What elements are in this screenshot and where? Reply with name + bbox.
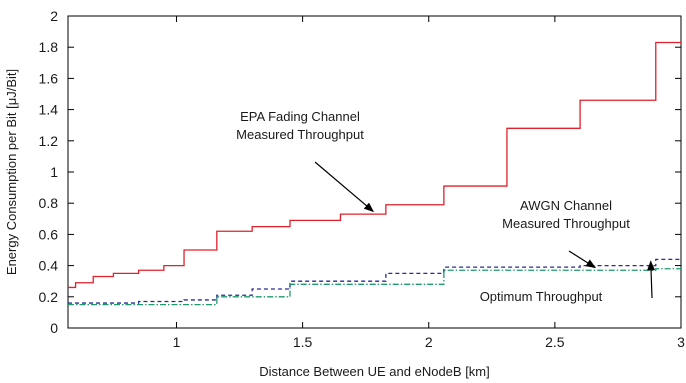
x-tick-label: 3 — [677, 334, 685, 350]
y-tick-label: 2 — [50, 8, 58, 24]
annotation-text: Measured Throughput — [502, 216, 630, 231]
y-axis-label: Energy Consumption per Bit [μJ/Bit] — [4, 69, 19, 275]
y-tick-label: 0.6 — [39, 226, 59, 242]
series-line-3 — [68, 268, 681, 306]
y-tick-label: 1 — [50, 164, 58, 180]
series-line-2 — [68, 258, 681, 304]
y-tick-label: 0 — [50, 320, 58, 336]
annotation-arrow — [568, 250, 597, 269]
x-tick-label: 1 — [173, 334, 181, 350]
y-tick-label: 1.2 — [39, 133, 59, 149]
annotation-text: AWGN Channel — [520, 198, 612, 213]
series-line-1 — [68, 41, 681, 289]
series-layer — [68, 41, 681, 306]
x-tick-label: 1.5 — [293, 334, 313, 350]
y-tick-label: 0.4 — [39, 258, 59, 274]
y-tick-label: 1.4 — [39, 102, 59, 118]
annotation-text: EPA Fading Channel — [240, 109, 360, 124]
y-tick-label: 1.8 — [39, 39, 59, 55]
x-tick-label: 2 — [425, 334, 433, 350]
plot-area — [67, 15, 682, 329]
x-axis-label: Distance Between UE and eNodeB [km] — [259, 364, 490, 379]
annotation-text: Measured Throughput — [236, 127, 364, 142]
y-tick-label: 1.6 — [39, 70, 59, 86]
axis-ticks: 1 1.5 2 2.5 3 0 0.2 0.4 0.6 0.8 1 1.2 1.4 1.6 1.8 2 — [39, 8, 686, 350]
annotations: EPA Fading Channel Measured Throughput AWG… — [236, 109, 656, 304]
annotation-arrow — [314, 161, 375, 213]
plot-frame — [67, 15, 682, 329]
x-tick-label: 2.5 — [545, 334, 565, 350]
y-tick-label: 0.8 — [39, 195, 59, 211]
annotation-arrow — [647, 260, 656, 299]
y-tick-label: 0.2 — [39, 289, 59, 305]
annotation-text: Optimum Throughput — [480, 289, 603, 304]
